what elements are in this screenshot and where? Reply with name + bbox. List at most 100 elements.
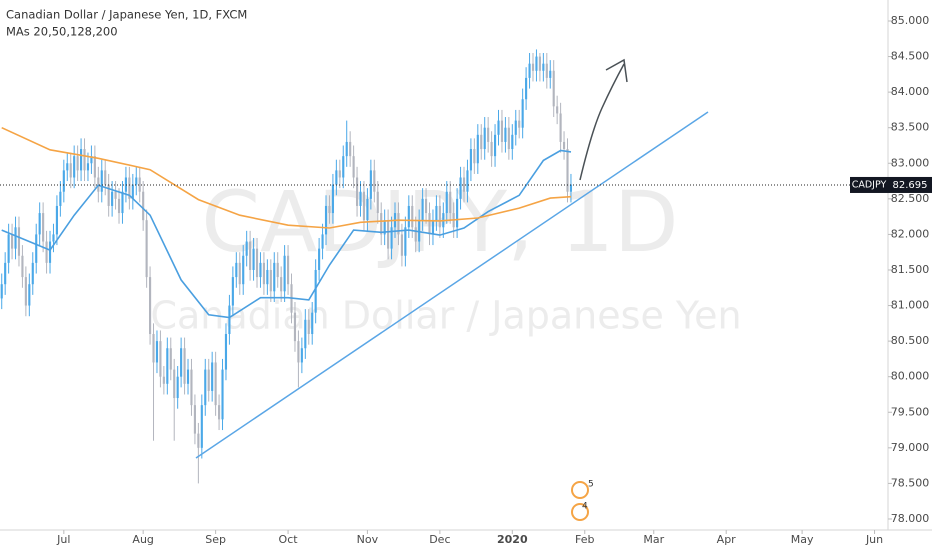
candle-body [376,191,379,214]
candle-body [59,191,62,206]
candle-body [497,120,500,135]
candle-body [135,177,138,185]
candle-body [90,156,93,164]
x-tick-label: 2020 [497,533,528,546]
candle-body [104,170,107,185]
candle-body [383,220,386,235]
moving-average-line [1,126,572,229]
candle-body [349,141,352,157]
candle-body [438,205,441,228]
candle-body [235,262,238,278]
candle-body [152,334,155,363]
candle-body [155,341,159,363]
plot [0,49,573,484]
x-tick-label: May [791,533,814,546]
y-tick-label: 81.000 [891,299,930,312]
candle-body [525,77,528,100]
candle-body [86,163,90,171]
candle-body [538,56,541,71]
candle-body [528,63,531,78]
candle-body [76,156,79,171]
candle-body [318,248,321,270]
event-count: 4 [582,502,588,512]
candle-body [397,213,400,235]
candle-body [569,184,573,192]
candle-body [204,369,207,406]
candle-body [352,156,355,178]
candle-body [380,213,383,235]
candle-body [293,312,297,342]
symbol-box [850,176,888,193]
candle-body [362,191,366,221]
candle-body [221,369,224,420]
candle-body [276,262,279,278]
candle-body [159,341,162,377]
candle-body [428,213,431,235]
candle-body [48,241,52,263]
candle-body [280,277,283,292]
candle-body [366,198,369,221]
candle-body [369,170,372,199]
candle-body [469,149,472,171]
candle-body [69,163,72,178]
x-tick-label: Jun [865,533,883,546]
symbol-label: CADJPY [852,179,887,190]
candle-body [542,63,545,71]
y-tick-label: 82.500 [891,192,930,205]
candle-body [259,262,262,278]
candle-body [28,284,31,306]
y-tick-label: 84.000 [891,85,930,98]
y-tick-label: 78.500 [891,476,930,489]
candle-body [431,220,435,235]
candle-body [300,348,303,363]
candle-body [266,269,269,285]
candle-body [297,341,300,363]
candle-body [487,127,490,142]
candle-body [355,177,359,206]
candle-body [121,191,124,214]
candle-body [311,312,314,335]
candle-body [449,191,452,214]
candle-body [228,305,231,335]
candle-body [107,184,110,206]
candle-body [180,348,183,377]
candle-body [459,177,462,199]
y-tick-label: 83.000 [891,156,930,169]
candle-body [342,156,345,178]
candle-body [545,63,548,78]
candle-body [80,149,83,171]
candle-body [493,134,497,157]
candle-body [114,191,117,199]
candle-body [566,149,569,192]
y-tick-label: 82.000 [891,227,930,240]
chart-subtitle: MAs 20,50,128,200 [6,25,118,39]
candle-body [480,134,483,150]
candle-body [52,234,55,242]
candle-body [335,170,338,185]
candle-body [183,348,186,384]
candle-body [197,433,200,448]
candle-body [331,184,334,214]
candle-body [145,220,148,278]
candle-body [7,234,10,263]
y-tick-label: 79.500 [891,405,930,418]
candle-body [556,106,559,114]
candle-body [83,149,86,171]
x-tick-label: Aug [132,533,153,546]
candle-body [338,170,341,178]
candle-body [535,56,538,71]
y-tick-label: 81.500 [891,263,930,276]
candle-body [24,277,27,306]
candle-body [238,262,241,285]
candle-body [169,348,172,370]
candle-body [373,170,376,192]
candle-body [476,134,479,164]
events: 54 [571,480,594,521]
candle-body [149,277,152,335]
candle-body [93,156,96,178]
candle-body [435,205,438,221]
candle-body [117,198,121,214]
candle-body [231,277,234,306]
y-tick-label: 80.500 [891,334,930,347]
